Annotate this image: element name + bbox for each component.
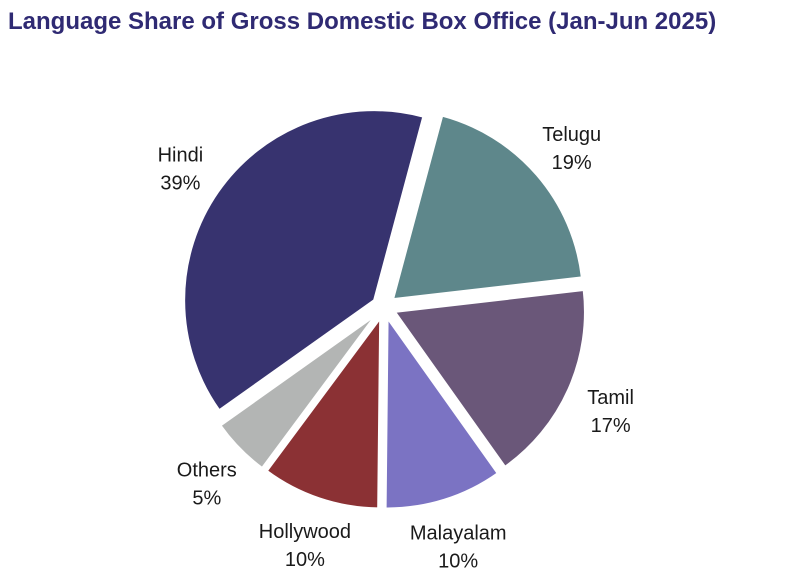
slice-label-tamil: Tamil bbox=[587, 387, 634, 409]
slice-label-hindi: Hindi bbox=[158, 145, 204, 167]
slice-value-tamil: 17% bbox=[591, 415, 631, 437]
pie-slice-others bbox=[219, 314, 377, 470]
slice-value-hindi: 39% bbox=[160, 173, 200, 195]
pie-labels: Telugu 19% Tamil 17% Malayalam 10% Hollywood 10… bbox=[158, 124, 634, 573]
slice-label-others: Others bbox=[177, 460, 237, 482]
slice-value-others: 5% bbox=[192, 488, 221, 510]
pie-slice-tamil bbox=[393, 288, 586, 469]
chart-title: Language Share of Gross Domestic Box Off… bbox=[8, 8, 717, 35]
pie-slice-hollywood bbox=[265, 315, 382, 510]
slice-value-hollywood: 10% bbox=[285, 549, 325, 571]
slice-value-telugu: 19% bbox=[552, 152, 592, 174]
slice-label-telugu: Telugu bbox=[542, 124, 601, 146]
pie-slice-malayalam bbox=[384, 315, 500, 510]
pie-slice-telugu bbox=[391, 114, 583, 301]
slice-label-malayalam: Malayalam bbox=[410, 523, 507, 545]
pie-slices bbox=[183, 109, 586, 510]
slice-value-malayalam: 10% bbox=[438, 551, 478, 573]
pie-slice-hindi bbox=[183, 109, 425, 412]
slice-label-hollywood: Hollywood bbox=[259, 521, 351, 543]
